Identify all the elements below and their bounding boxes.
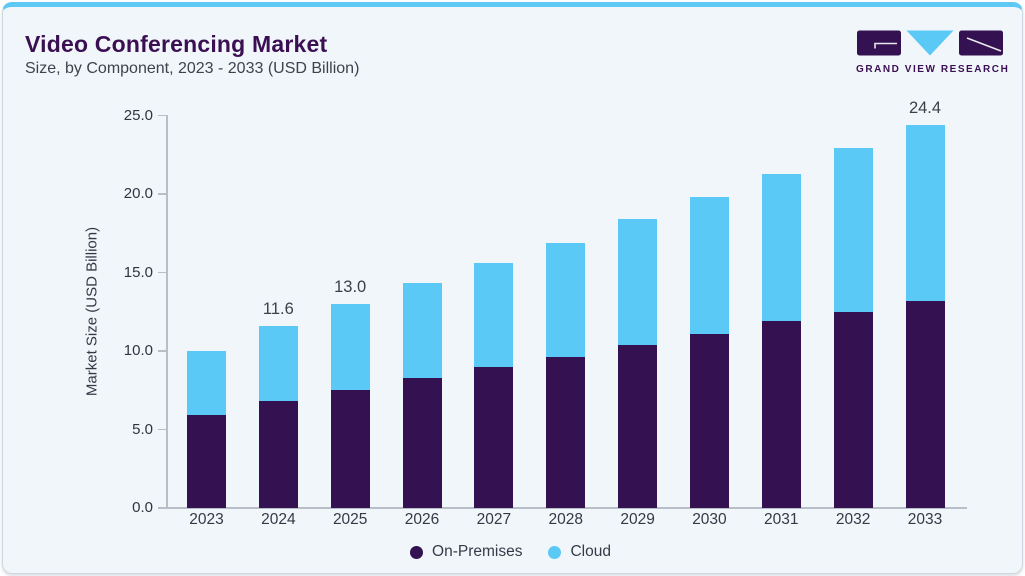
x-axis-label-2027: 2027 bbox=[476, 511, 512, 528]
y-tick-mark bbox=[158, 507, 167, 509]
chart-subtitle: Size, by Component, 2023 - 2033 (USD Bil… bbox=[25, 60, 360, 77]
bar-segment-cloud-2031 bbox=[761, 173, 801, 322]
bar-total-label-2033: 24.4 bbox=[908, 98, 942, 117]
bar-segment-on-premises-2030 bbox=[689, 333, 729, 508]
bar-segment-on-premises-2029 bbox=[618, 344, 658, 508]
x-axis-label-2032: 2032 bbox=[835, 511, 871, 528]
bar-segment-on-premises-2023 bbox=[187, 415, 226, 508]
bar-segment-on-premises-2026 bbox=[402, 377, 442, 508]
bar-segment-cloud-2032 bbox=[833, 148, 873, 312]
bar-segment-on-premises-2024 bbox=[258, 401, 298, 508]
y-tick-label: 20.0 bbox=[123, 185, 153, 202]
y-tick-label: 0.0 bbox=[132, 499, 153, 516]
page-title: Video Conferencing Market bbox=[25, 31, 328, 57]
logo-letter-r bbox=[966, 37, 1002, 52]
bar-segment-cloud-2028 bbox=[546, 242, 586, 358]
bar-segment-on-premises-2033 bbox=[905, 300, 945, 508]
x-axis-label-2026: 2026 bbox=[404, 511, 440, 528]
bar-segment-cloud-2030 bbox=[689, 197, 729, 334]
bar-segment-cloud-2033 bbox=[905, 124, 945, 301]
y-tick-label: 10.0 bbox=[123, 342, 153, 359]
y-tick-label: 15.0 bbox=[123, 263, 153, 281]
y-axis-title: Market Size (USD Billion) bbox=[83, 226, 101, 397]
x-axis-label-2031: 2031 bbox=[764, 511, 799, 528]
bar-segment-on-premises-2028 bbox=[546, 357, 586, 508]
x-axis-label-2023: 2023 bbox=[189, 511, 224, 528]
y-tick-label: 5.0 bbox=[132, 420, 153, 438]
bar-segment-on-premises-2025 bbox=[330, 390, 370, 508]
bar-segment-cloud-2027 bbox=[474, 263, 514, 367]
bar-segment-cloud-2023 bbox=[187, 351, 226, 416]
x-axis-label-2033: 2033 bbox=[907, 511, 943, 528]
y-tick-label: 25.0 bbox=[123, 106, 153, 124]
logo-letter-g bbox=[874, 42, 897, 49]
legend-swatch-on-premises bbox=[410, 545, 424, 559]
x-axis-label-2030: 2030 bbox=[692, 511, 727, 528]
gvr-logo: GRAND VIEW RESEARCH bbox=[856, 30, 1010, 75]
x-axis-label-2029: 2029 bbox=[620, 511, 655, 528]
gvr-logo-mark bbox=[857, 30, 1003, 56]
x-axis-label-2024: 2024 bbox=[261, 511, 296, 528]
bar-total-label-2025: 13.0 bbox=[334, 277, 367, 296]
legend-swatch-cloud bbox=[548, 545, 562, 559]
y-axis-line bbox=[166, 115, 168, 508]
legend-item-cloud: Cloud bbox=[548, 543, 611, 561]
y-tick-mark bbox=[158, 114, 167, 117]
bar-segment-cloud-2024 bbox=[258, 325, 298, 402]
bar-segment-on-premises-2031 bbox=[761, 321, 801, 508]
x-axis-label-2028: 2028 bbox=[548, 511, 583, 528]
y-tick-mark bbox=[158, 350, 167, 352]
legend: On-Premises Cloud bbox=[3, 543, 1018, 561]
legend-label-cloud: Cloud bbox=[570, 543, 611, 560]
x-axis-label-2025: 2025 bbox=[332, 511, 368, 528]
gvr-logo-text: GRAND VIEW RESEARCH bbox=[856, 64, 1010, 75]
y-tick-mark bbox=[158, 428, 167, 431]
legend-item-on-premises: On-Premises bbox=[410, 543, 522, 561]
stacked-bar-chart: Market Size (USD Billion) 0.0 5.0 10.0 15.0… bbox=[3, 7, 1022, 573]
bar-segment-cloud-2029 bbox=[618, 219, 658, 345]
logo-letter-v bbox=[906, 30, 954, 56]
y-tick-mark bbox=[158, 193, 167, 195]
bar-segment-cloud-2025 bbox=[330, 303, 370, 391]
bar-segment-on-premises-2027 bbox=[474, 366, 514, 508]
bar-segment-on-premises-2032 bbox=[833, 311, 873, 508]
bar-segment-cloud-2026 bbox=[402, 283, 442, 378]
legend-label-on-premises: On-Premises bbox=[432, 543, 523, 560]
bar-total-label-2024: 11.6 bbox=[262, 299, 294, 318]
y-tick-mark bbox=[158, 271, 167, 274]
